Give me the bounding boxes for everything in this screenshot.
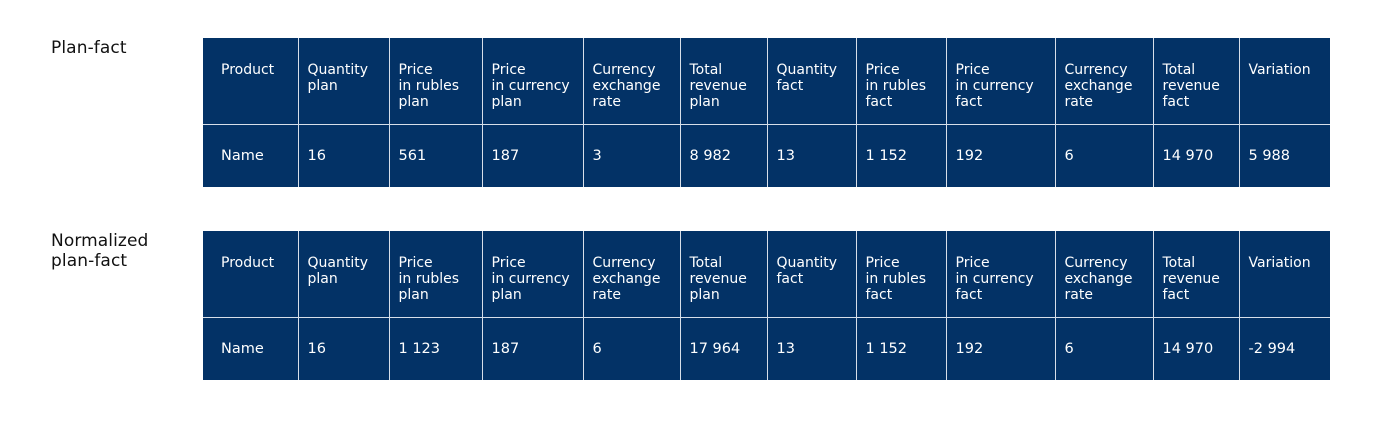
- cell-price-rubles-fact: 1 152: [855, 317, 946, 380]
- header-quantity-plan: Quantity plan: [297, 38, 389, 125]
- cell-variation: -2 994: [1238, 317, 1330, 380]
- header-total-revenue-plan: Total revenue plan: [679, 38, 767, 125]
- header-price-currency-fact: Price in currency fact: [945, 231, 1055, 318]
- normalized-plan-fact-table: Product Quantity plan Price in rubles pl…: [203, 231, 1330, 380]
- header-price-rubles-fact: Price in rubles fact: [855, 231, 946, 318]
- header-quantity-plan: Quantity plan: [297, 231, 389, 318]
- cell-price-currency-plan: 187: [481, 124, 583, 187]
- cell-price-rubles-plan: 561: [388, 124, 482, 187]
- cell-product: Name: [221, 340, 264, 357]
- table-row: Name 16 561 187 3 8 982 13 1 152 192 6 1…: [203, 124, 1330, 187]
- header-total-revenue-fact: Total revenue fact: [1152, 38, 1239, 125]
- header-variation: Variation: [1238, 231, 1330, 318]
- table-row: Name 16 1 123 187 6 17 964 13 1 152 192 …: [203, 317, 1330, 380]
- header-total-revenue-plan: Total revenue plan: [679, 231, 767, 318]
- section-title-plan-fact: Plan-fact: [51, 38, 127, 58]
- cell-price-currency-fact: 192: [945, 317, 1055, 380]
- cell-total-revenue-plan: 8 982: [679, 124, 767, 187]
- header-price-currency-plan: Price in currency plan: [481, 38, 583, 125]
- cell-exchange-rate-plan: 3: [582, 124, 680, 187]
- header-price-rubles-plan: Price in rubles plan: [388, 231, 482, 318]
- cell-total-revenue-plan: 17 964: [679, 317, 767, 380]
- table-header-row: Product Quantity plan Price in rubles pl…: [203, 38, 1330, 125]
- header-variation: Variation: [1238, 38, 1330, 125]
- cell-quantity-fact: 13: [766, 317, 856, 380]
- cell-exchange-rate-fact: 6: [1054, 317, 1153, 380]
- cell-exchange-rate-fact: 6: [1054, 124, 1153, 187]
- cell-quantity-plan: 16: [297, 124, 389, 187]
- cell-variation: 5 988: [1238, 124, 1330, 187]
- cell-price-currency-fact: 192: [945, 124, 1055, 187]
- cell-price-rubles-plan: 1 123: [388, 317, 482, 380]
- header-product: Product: [203, 231, 298, 318]
- header-quantity-fact: Quantity fact: [766, 231, 856, 318]
- cell-price-currency-plan: 187: [481, 317, 583, 380]
- plan-fact-table: Product Quantity plan Price in rubles pl…: [203, 38, 1330, 187]
- cell-total-revenue-fact: 14 970: [1152, 124, 1239, 187]
- header-price-rubles-fact: Price in rubles fact: [855, 38, 946, 125]
- header-price-rubles-plan: Price in rubles plan: [388, 38, 482, 125]
- header-quantity-fact: Quantity fact: [766, 38, 856, 125]
- header-exchange-rate-fact: Currency exchange rate: [1054, 231, 1153, 318]
- cell-total-revenue-fact: 14 970: [1152, 317, 1239, 380]
- cell-quantity-fact: 13: [766, 124, 856, 187]
- cell-product: Name: [221, 147, 264, 164]
- header-total-revenue-fact: Total revenue fact: [1152, 231, 1239, 318]
- cell-price-rubles-fact: 1 152: [855, 124, 946, 187]
- header-exchange-rate-fact: Currency exchange rate: [1054, 38, 1153, 125]
- header-price-currency-fact: Price in currency fact: [945, 38, 1055, 125]
- header-product: Product: [203, 38, 298, 125]
- cell-quantity-plan: 16: [297, 317, 389, 380]
- header-exchange-rate-plan: Currency exchange rate: [582, 231, 680, 318]
- header-price-currency-plan: Price in currency plan: [481, 231, 583, 318]
- header-exchange-rate-plan: Currency exchange rate: [582, 38, 680, 125]
- section-title-normalized-plan-fact: Normalized plan-fact: [51, 231, 149, 271]
- table-header-row: Product Quantity plan Price in rubles pl…: [203, 231, 1330, 318]
- cell-exchange-rate-plan: 6: [582, 317, 680, 380]
